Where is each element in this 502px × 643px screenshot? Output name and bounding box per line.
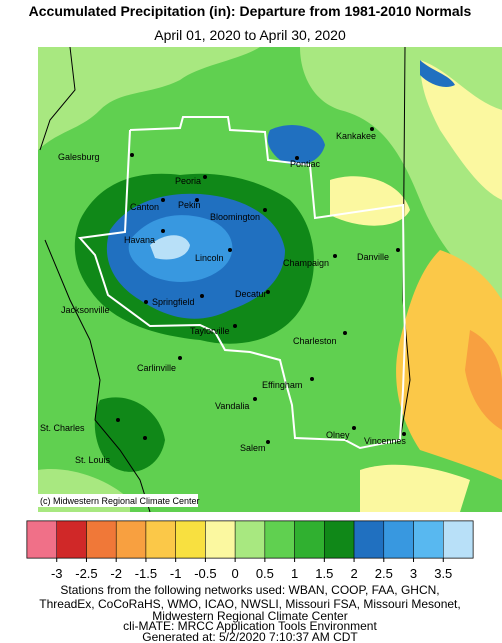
footer-line: Midwestern Regional Climate Center bbox=[152, 609, 347, 623]
legend-swatch bbox=[205, 520, 236, 559]
city-dot bbox=[343, 331, 347, 335]
city-dot bbox=[295, 156, 299, 160]
city-label: Havana bbox=[124, 235, 155, 245]
city-label: Pekin bbox=[178, 200, 201, 210]
city-label: Jacksonville bbox=[61, 305, 110, 315]
city-label: Galesburg bbox=[58, 152, 100, 162]
city-label: Pontiac bbox=[290, 159, 321, 169]
city-label: Lincoln bbox=[195, 253, 224, 263]
city-dot bbox=[143, 436, 147, 440]
footer-line: Stations from the following networks use… bbox=[60, 583, 439, 597]
city-dot bbox=[161, 198, 165, 202]
city-label: Champaign bbox=[283, 258, 329, 268]
city-label: Danville bbox=[357, 252, 389, 262]
city-dot bbox=[200, 294, 204, 298]
legend-swatch bbox=[443, 520, 474, 559]
legend-tick-label: 3 bbox=[410, 566, 417, 581]
legend-swatch bbox=[145, 520, 176, 559]
city-dot bbox=[402, 432, 406, 436]
legend-tick-label: 2.5 bbox=[375, 566, 393, 581]
city-label: Olney bbox=[326, 430, 350, 440]
footer-line: ThreadEx, CoCoRaHS, WMO, ICAO, NWSLI, Mi… bbox=[39, 597, 460, 611]
city-dot bbox=[144, 300, 148, 304]
legend-tick-label: -2.5 bbox=[75, 566, 97, 581]
legend-swatch bbox=[26, 520, 57, 559]
city-label: Bloomington bbox=[210, 212, 260, 222]
city-label: Vincennes bbox=[364, 436, 406, 446]
city-dot bbox=[203, 175, 207, 179]
legend-swatch bbox=[413, 520, 444, 559]
city-dot bbox=[178, 356, 182, 360]
legend-swatch bbox=[264, 520, 295, 559]
legend-swatch bbox=[86, 520, 117, 559]
legend-tick-label: 1.5 bbox=[315, 566, 333, 581]
city-dot bbox=[263, 208, 267, 212]
map: (c) Midwestern Regional Climate Center bbox=[38, 46, 502, 513]
city-label: Carlinville bbox=[137, 363, 176, 373]
legend-tick-label: 1 bbox=[291, 566, 298, 581]
city-dot bbox=[370, 127, 374, 131]
city-label: Taylorville bbox=[190, 326, 230, 336]
city-dot bbox=[352, 426, 356, 430]
legend-tick-label: -1.5 bbox=[135, 566, 157, 581]
legend-tick-label: 0 bbox=[232, 566, 239, 581]
city-dot bbox=[130, 153, 134, 157]
legend-tick-label: -3 bbox=[51, 566, 63, 581]
city-label: Peoria bbox=[175, 176, 201, 186]
map-credit: (c) Midwestern Regional Climate Center bbox=[40, 496, 200, 506]
city-label: Decatur bbox=[235, 289, 267, 299]
footer-line: Generated at: 5/2/2020 7:10:37 AM CDT bbox=[142, 630, 358, 643]
legend-tick-label: -0.5 bbox=[194, 566, 216, 581]
legend-tick-label: 2 bbox=[350, 566, 357, 581]
city-label: Kankakee bbox=[336, 131, 376, 141]
city-label: Canton bbox=[130, 202, 159, 212]
subtitle: April 01, 2020 to April 30, 2020 bbox=[154, 27, 346, 43]
city-dot bbox=[266, 290, 270, 294]
city-dot bbox=[310, 377, 314, 381]
city-dot bbox=[116, 418, 120, 422]
legend-swatch bbox=[175, 520, 206, 559]
city-dot bbox=[333, 254, 337, 258]
legend-swatch bbox=[56, 520, 87, 559]
city-dot bbox=[396, 248, 400, 252]
city-dot bbox=[266, 440, 270, 444]
city-label: Effingham bbox=[262, 380, 302, 390]
legend-tick-label: 3.5 bbox=[434, 566, 452, 581]
legend-tick-label: -2 bbox=[110, 566, 122, 581]
city-label: St. Charles bbox=[40, 423, 85, 433]
city-dot bbox=[228, 248, 232, 252]
legend-tick-label: 0.5 bbox=[256, 566, 274, 581]
title: Accumulated Precipitation (in): Departur… bbox=[29, 3, 472, 19]
city-dot bbox=[195, 198, 199, 202]
city-label: Springfield bbox=[152, 297, 195, 307]
legend-swatch bbox=[353, 520, 385, 559]
city-label: Salem bbox=[240, 443, 266, 453]
legend-swatch bbox=[383, 520, 414, 559]
city-label: St. Louis bbox=[75, 455, 111, 465]
legend-swatch bbox=[115, 520, 147, 559]
legend-swatch bbox=[234, 520, 266, 559]
legend-swatch bbox=[294, 520, 325, 559]
city-dot bbox=[233, 324, 237, 328]
legend-tick-label: -1 bbox=[170, 566, 182, 581]
city-label: Charleston bbox=[293, 336, 337, 346]
city-label: Vandalia bbox=[215, 401, 249, 411]
legend-swatch bbox=[324, 520, 355, 559]
footer-line: cli-MATE: MRCC Application Tools Environ… bbox=[123, 619, 377, 633]
city-dot bbox=[253, 397, 257, 401]
city-dot bbox=[161, 229, 165, 233]
